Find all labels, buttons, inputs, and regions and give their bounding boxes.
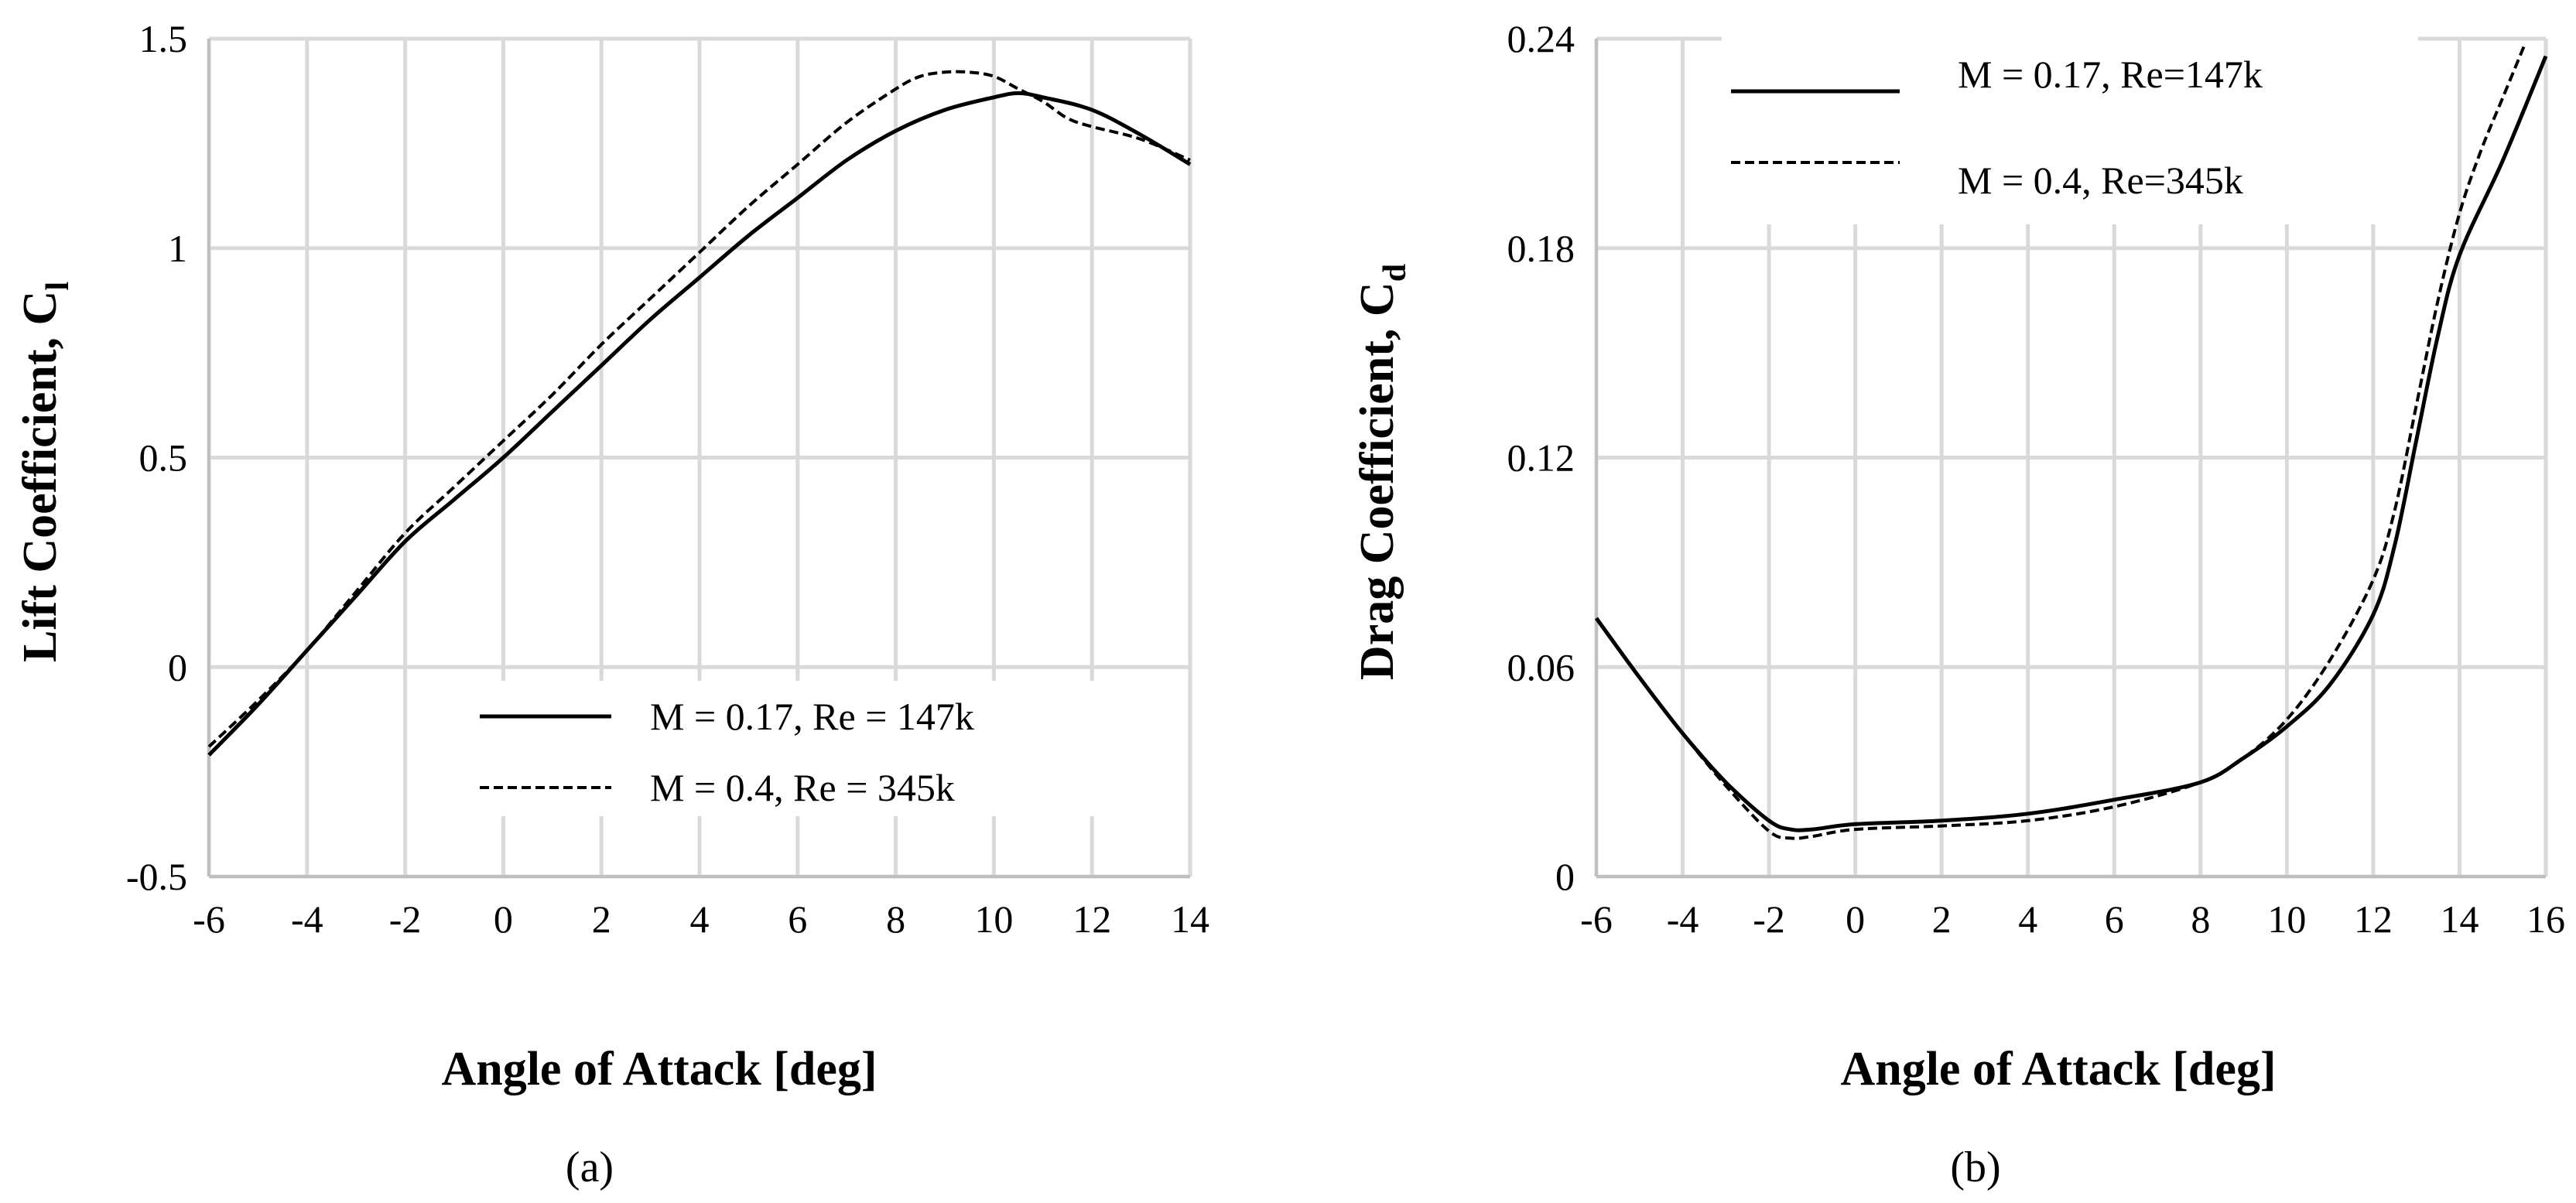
drag-x-tick-label: -6 xyxy=(1580,897,1613,941)
lift-y-tick-label: 1 xyxy=(168,227,187,270)
drag-chart-legend: M = 0.17, Re=147k M = 0.4, Re=345k xyxy=(1722,31,2418,224)
drag-x-tick-label: 8 xyxy=(2191,897,2210,941)
drag-x-tick-label: 10 xyxy=(2267,897,2306,941)
lift-x-tick-label: 8 xyxy=(886,897,905,941)
drag-y-tick-label: 0.06 xyxy=(1507,645,1575,689)
drag-chart-y-axis-title: Drag Coefficient, Cd xyxy=(1351,264,1413,680)
drag-x-tick-label: 2 xyxy=(1932,897,1952,941)
lift-chart-x-tick-labels: -6 -4 -2 0 2 4 6 8 10 12 14 xyxy=(193,897,1209,941)
lift-y-tick-label: 1.5 xyxy=(139,17,188,60)
lift-legend-solid-label: M = 0.17, Re = 147k xyxy=(650,695,974,738)
lift-x-tick-label: 14 xyxy=(1171,897,1209,941)
drag-legend-dashed-label: M = 0.4, Re=345k xyxy=(1958,159,2243,202)
lift-x-tick-label: 0 xyxy=(494,897,513,941)
drag-x-tick-label: 12 xyxy=(2354,897,2393,941)
lift-coefficient-chart: -6 -4 -2 0 2 4 6 8 10 12 14 -0.5 0 0.5 1 1.5 M = 0.17,… xyxy=(14,17,1209,1191)
drag-chart-x-tick-labels: -6 -4 -2 0 2 4 6 8 10 12 14 16 xyxy=(1580,897,2565,941)
lift-x-tick-label: 4 xyxy=(690,897,710,941)
lift-x-tick-label: 2 xyxy=(592,897,611,941)
lift-y-axis-title-subscript: l xyxy=(40,282,76,291)
drag-chart-series xyxy=(1594,45,2548,840)
drag-x-tick-label: 6 xyxy=(2105,897,2124,941)
drag-x-tick-label: -2 xyxy=(1753,897,1785,941)
drag-legend-background xyxy=(1722,31,2418,224)
drag-y-axis-title-main: Drag Coefficient, C xyxy=(1351,282,1404,680)
lift-chart-legend: M = 0.17, Re = 147k M = 0.4, Re = 345k xyxy=(468,681,1134,816)
drag-chart-axes xyxy=(1595,39,2546,878)
drag-series-dashed-line xyxy=(1595,45,2526,840)
lift-chart-series xyxy=(207,70,1192,757)
lift-x-tick-label: -2 xyxy=(389,897,422,941)
lift-legend-background xyxy=(468,681,1134,816)
drag-legend-solid-label: M = 0.17, Re=147k xyxy=(1958,53,2263,96)
lift-x-tick-label: 12 xyxy=(1072,897,1111,941)
lift-legend-dashed-label: M = 0.4, Re = 345k xyxy=(650,766,955,809)
lift-chart-x-axis-title: Angle of Attack [deg] xyxy=(441,1043,877,1095)
drag-y-axis-title-subscript: d xyxy=(1377,264,1413,282)
drag-x-tick-label: 4 xyxy=(2018,897,2037,941)
lift-y-tick-label: -0.5 xyxy=(126,855,187,898)
drag-x-tick-label: 16 xyxy=(2526,897,2565,941)
lift-x-tick-label: 10 xyxy=(974,897,1013,941)
lift-chart-y-tick-labels: -0.5 0 0.5 1 1.5 xyxy=(126,17,187,898)
drag-y-tick-label: 0.12 xyxy=(1507,436,1575,480)
lift-x-tick-label: -6 xyxy=(193,897,225,941)
drag-coefficient-chart: -6 -4 -2 0 2 4 6 8 10 12 14 16 0 0.06 0.12 0.18 0.24 M … xyxy=(1351,17,2565,1191)
lift-x-tick-label: -4 xyxy=(291,897,323,941)
drag-y-tick-label: 0.18 xyxy=(1507,227,1575,270)
drag-y-tick-label: 0 xyxy=(1555,855,1575,898)
lift-x-tick-label: 6 xyxy=(788,897,807,941)
drag-chart-x-axis-title: Angle of Attack [deg] xyxy=(1840,1043,2276,1095)
drag-chart-y-tick-labels: 0 0.06 0.12 0.18 0.24 xyxy=(1507,17,1575,898)
drag-x-tick-label: 0 xyxy=(1846,897,1865,941)
lift-y-tick-label: 0 xyxy=(168,645,187,689)
lift-series-dashed-line xyxy=(207,70,1191,748)
lift-chart-axes xyxy=(207,39,1190,878)
lift-y-tick-label: 0.5 xyxy=(139,436,188,480)
drag-x-tick-label: -4 xyxy=(1667,897,1699,941)
lift-chart-y-axis-title: Lift Coefficient, Cl xyxy=(14,282,76,662)
drag-x-tick-label: 14 xyxy=(2440,897,2479,941)
panel-label-b: (b) xyxy=(1950,1143,2000,1191)
drag-y-tick-label: 0.24 xyxy=(1507,17,1575,60)
panel-label-a: (a) xyxy=(566,1143,614,1191)
lift-y-axis-title-main: Lift Coefficient, C xyxy=(14,291,67,662)
